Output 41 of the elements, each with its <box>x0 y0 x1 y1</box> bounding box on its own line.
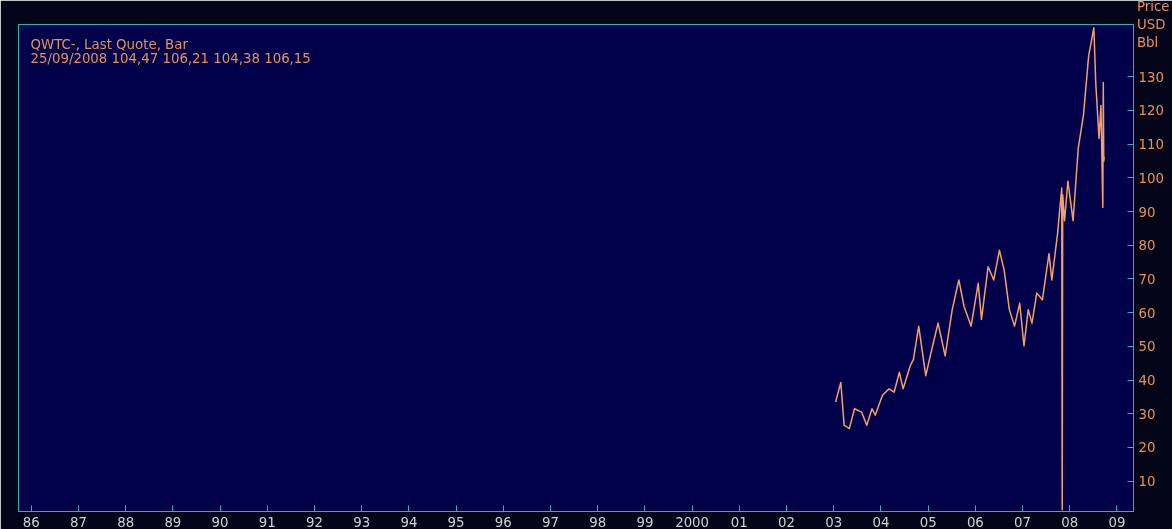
text: QWTC-, Last Quote, Bar <box>30 36 189 52</box>
x-tick-label: 09 <box>1108 514 1126 529</box>
x-tick-label: 06 <box>966 514 984 529</box>
x-tick-label: 01 <box>730 514 748 529</box>
x-tick-label: 95 <box>447 514 465 529</box>
x-tick-label: 04 <box>872 514 890 529</box>
x-tick-label: 86 <box>22 514 40 529</box>
y-tick-label: 100 <box>1138 170 1164 186</box>
x-tick-label: 03 <box>825 514 843 529</box>
line-series <box>834 27 1105 511</box>
y-tick-label: 70 <box>1138 271 1156 287</box>
x-tick-label: 05 <box>919 514 937 529</box>
x-tick-label: 08 <box>1061 514 1079 529</box>
y-tick-label: 130 <box>1138 69 1164 85</box>
x-tick-label: 90 <box>211 514 229 529</box>
x-tick-label: 97 <box>542 514 559 529</box>
x-tick-label: 02 <box>778 514 796 529</box>
x-tick-label: 07 <box>1014 514 1032 529</box>
y-tick-label: 90 <box>1138 204 1156 220</box>
y-tick-label: 10 <box>1138 474 1156 490</box>
y-tick-label: 40 <box>1138 373 1156 389</box>
x-tick-label: 87 <box>69 514 87 529</box>
y-tick-label: 80 <box>1138 238 1156 254</box>
y-tick-label: 30 <box>1138 406 1156 422</box>
x-tick-label: 94 <box>400 514 418 529</box>
x-tick-label: 98 <box>589 514 607 529</box>
x-tick-label: 91 <box>258 514 276 529</box>
y-axis-title: Price USD Bbl <box>1136 0 1170 50</box>
x-tick-label: 2000 <box>675 514 710 529</box>
text: 25/09/2008 104,47 106,21 104,38 106,15 <box>30 50 311 66</box>
y-tick-label: 110 <box>1138 137 1164 153</box>
x-tick-label: 92 <box>306 514 323 529</box>
y-tick-label: 60 <box>1138 305 1156 321</box>
y-tick-label: 50 <box>1138 339 1156 355</box>
x-tick-label: 99 <box>636 514 654 529</box>
x-tick-label: 89 <box>164 514 182 529</box>
y-tick-label: 20 <box>1138 440 1156 456</box>
x-tick-label: 96 <box>494 514 512 529</box>
y-tick-label: 120 <box>1138 103 1164 119</box>
x-tick-label: 88 <box>117 514 135 529</box>
x-tick-label: 93 <box>353 514 371 529</box>
